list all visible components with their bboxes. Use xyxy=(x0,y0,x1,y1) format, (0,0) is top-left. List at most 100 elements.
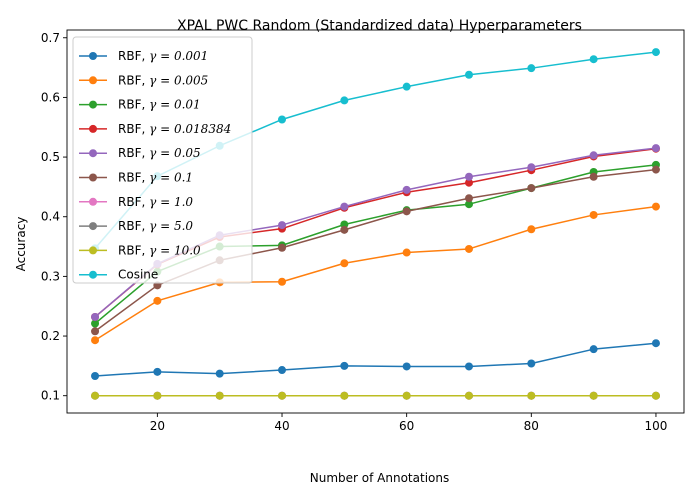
data-point xyxy=(278,277,287,286)
data-point xyxy=(278,366,287,375)
chart-title: XPAL PWC Random (Standardized data) Hype… xyxy=(177,18,582,34)
data-point xyxy=(402,82,411,91)
series-line xyxy=(94,205,657,341)
data-point xyxy=(464,362,473,371)
data-point xyxy=(340,361,349,370)
data-point xyxy=(153,367,162,376)
data-point xyxy=(153,391,162,400)
legend-marker xyxy=(89,52,97,60)
data-point xyxy=(91,336,100,345)
x-axis-label: Number of Annotations xyxy=(310,471,449,485)
data-point xyxy=(340,259,349,268)
data-point xyxy=(527,225,536,234)
legend-marker xyxy=(89,173,97,182)
data-point xyxy=(464,172,473,181)
data-point xyxy=(153,296,162,305)
legend-label: Cosine xyxy=(118,268,158,282)
data-point xyxy=(91,327,100,336)
y-tick-label: 0.5 xyxy=(41,150,60,164)
series-8 xyxy=(91,391,660,400)
data-point xyxy=(91,312,100,321)
plot-area: 20 40 60 80 100 0.1 0.2 0.3 0.4 0.5 0.6 0.7 RBF, γ =… xyxy=(41,29,685,433)
x-tick-label: 100 xyxy=(645,419,668,433)
legend-marker xyxy=(89,100,97,109)
legend-box xyxy=(72,36,253,284)
legend-label: RBF, γ = 0.01 xyxy=(118,98,201,112)
y-tick-label: 0.6 xyxy=(41,90,60,104)
y-tick-label: 0.7 xyxy=(41,31,60,45)
data-point xyxy=(91,391,100,400)
data-point xyxy=(464,200,473,209)
x-tick-label: 40 xyxy=(274,419,289,433)
data-point xyxy=(589,345,598,354)
series-0 xyxy=(91,339,660,381)
data-point xyxy=(464,70,473,79)
data-point xyxy=(527,359,536,368)
data-point xyxy=(527,163,536,172)
data-point xyxy=(215,391,224,400)
legend-label: RBF, γ = 0.05 xyxy=(118,146,201,160)
data-point xyxy=(278,115,287,124)
data-point xyxy=(402,248,411,257)
data-point xyxy=(402,391,411,400)
data-point xyxy=(402,185,411,194)
y-tick-label: 0.4 xyxy=(41,210,60,224)
legend-marker xyxy=(89,149,97,158)
data-point xyxy=(402,207,411,216)
series-1 xyxy=(91,202,660,345)
legend-marker xyxy=(89,76,97,85)
data-point xyxy=(651,391,660,400)
data-point xyxy=(527,184,536,193)
data-point xyxy=(651,202,660,211)
data-point xyxy=(402,362,411,371)
data-point xyxy=(589,55,598,64)
x-tick-label: 20 xyxy=(150,419,165,433)
data-point xyxy=(464,178,473,187)
data-point xyxy=(589,210,598,219)
data-point xyxy=(91,319,100,328)
legend-label: RBF, γ = 0.1 xyxy=(118,171,193,185)
legend-label: RBF, γ = 0.018384 xyxy=(118,122,231,136)
legend-label: RBF, γ = 0.001 xyxy=(118,49,208,63)
data-point xyxy=(278,391,287,400)
legend-label: RBF, γ = 5.0 xyxy=(118,219,193,233)
data-point xyxy=(651,48,660,57)
legend-marker xyxy=(89,124,97,133)
data-point xyxy=(340,225,349,234)
data-point xyxy=(464,194,473,203)
data-point xyxy=(278,243,287,252)
data-point xyxy=(464,244,473,253)
series-line xyxy=(94,342,657,377)
legend-label: RBF, γ = 1.0 xyxy=(118,195,193,209)
legend-marker xyxy=(89,270,97,279)
legend: RBF, γ = 0.001 RBF, γ = 0.005 RBF, γ = 0.0… xyxy=(72,36,253,284)
x-tick-label: 60 xyxy=(399,419,414,433)
legend-label: RBF, γ = 0.005 xyxy=(118,73,208,87)
legend-marker xyxy=(89,197,97,206)
data-point xyxy=(589,172,598,181)
legend-marker xyxy=(89,246,97,255)
data-point xyxy=(651,144,660,153)
data-point xyxy=(340,202,349,211)
legend-marker xyxy=(89,222,97,231)
data-point xyxy=(340,96,349,105)
legend-label: RBF, γ = 10.0 xyxy=(118,243,201,257)
data-point xyxy=(589,151,598,160)
data-point xyxy=(91,372,100,381)
data-point xyxy=(527,391,536,400)
x-tick-label: 80 xyxy=(524,419,539,433)
y-tick-label: 0.1 xyxy=(41,389,60,403)
data-point xyxy=(651,165,660,174)
y-tick-label: 0.3 xyxy=(41,269,60,283)
data-point xyxy=(215,369,224,378)
data-point xyxy=(278,221,287,230)
data-point xyxy=(464,391,473,400)
data-point xyxy=(527,64,536,73)
data-point xyxy=(589,391,598,400)
data-point xyxy=(651,339,660,348)
y-tick-label: 0.2 xyxy=(41,329,60,343)
axes-frame xyxy=(66,29,685,414)
y-axis-label: Accuracy xyxy=(14,217,28,272)
